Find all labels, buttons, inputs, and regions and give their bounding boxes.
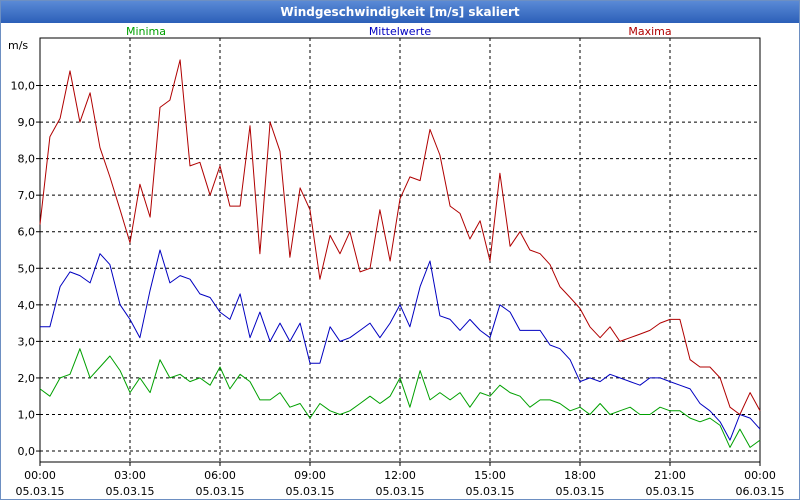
x-tick-date: 05.03.15 — [16, 485, 65, 498]
y-tick-label: 7,0 — [18, 189, 36, 202]
x-tick-date: 05.03.15 — [646, 485, 695, 498]
series-line-mittelwerte — [40, 249, 761, 441]
x-tick-time: 06:00 — [204, 469, 236, 482]
x-tick-time: 00:00 — [744, 469, 776, 482]
series-line-maxima — [39, 59, 761, 415]
y-axis-label: m/s — [8, 39, 28, 52]
legend-minima: Minima — [126, 25, 166, 38]
x-tick-time: 09:00 — [294, 469, 326, 482]
y-tick-label: 0,0 — [18, 445, 36, 458]
y-tick-label: 2,0 — [18, 372, 36, 385]
y-tick-label: 1,0 — [18, 408, 36, 421]
x-tick-time: 12:00 — [384, 469, 416, 482]
x-tick-date: 05.03.15 — [376, 485, 425, 498]
window-title: Windgeschwindigkeit [m/s] skaliert — [1, 1, 799, 23]
y-tick-label: 5,0 — [18, 262, 36, 275]
x-tick-time: 15:00 — [474, 469, 506, 482]
series-line-minima — [39, 348, 761, 448]
y-tick-label: 10,0 — [11, 80, 36, 93]
x-tick-date: 05.03.15 — [196, 485, 245, 498]
x-tick-time: 00:00 — [24, 469, 56, 482]
y-tick-label: 3,0 — [18, 335, 36, 348]
x-tick-time: 21:00 — [654, 469, 686, 482]
legend-mittelwerte: Mittelwerte — [369, 25, 432, 38]
x-tick-date: 05.03.15 — [556, 485, 605, 498]
y-tick-label: 6,0 — [18, 226, 36, 239]
x-tick-time: 18:00 — [564, 469, 596, 482]
series-layer — [39, 59, 761, 448]
x-tick-time: 03:00 — [114, 469, 146, 482]
axis-layer: 0,0 1,0 2,0 3,0 4,0 5,0 6,0 7,0 8,0 9,0 10,0 00:00 0… — [11, 80, 785, 498]
x-tick-date: 06.03.15 — [736, 485, 785, 498]
grid-layer — [40, 38, 760, 462]
x-tick-date: 05.03.15 — [466, 485, 515, 498]
y-tick-label: 8,0 — [18, 153, 36, 166]
y-tick-label: 9,0 — [18, 116, 36, 129]
y-tick-label: 4,0 — [18, 299, 36, 312]
x-tick-date: 05.03.15 — [106, 485, 155, 498]
x-tick-date: 05.03.15 — [286, 485, 335, 498]
legend-maxima: Maxima — [628, 25, 671, 38]
